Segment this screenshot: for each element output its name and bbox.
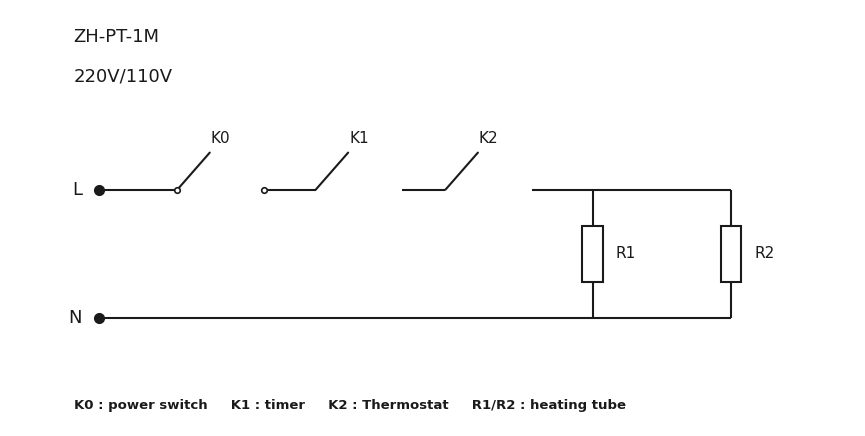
Text: ZH-PT-1M: ZH-PT-1M — [74, 28, 159, 46]
Text: 220V/110V: 220V/110V — [74, 68, 173, 85]
Text: K0 : power switch     K1 : timer     K2 : Thermostat     R1/R2 : heating tube: K0 : power switch K1 : timer K2 : Thermo… — [74, 399, 625, 412]
Text: L: L — [72, 181, 82, 199]
Text: R1: R1 — [616, 246, 636, 262]
Text: R2: R2 — [754, 246, 774, 262]
Bar — [582, 226, 603, 283]
Text: K1: K1 — [349, 131, 368, 146]
Text: K2: K2 — [479, 131, 498, 146]
Text: K0: K0 — [211, 131, 230, 146]
Bar — [721, 226, 741, 283]
Text: N: N — [68, 309, 82, 327]
